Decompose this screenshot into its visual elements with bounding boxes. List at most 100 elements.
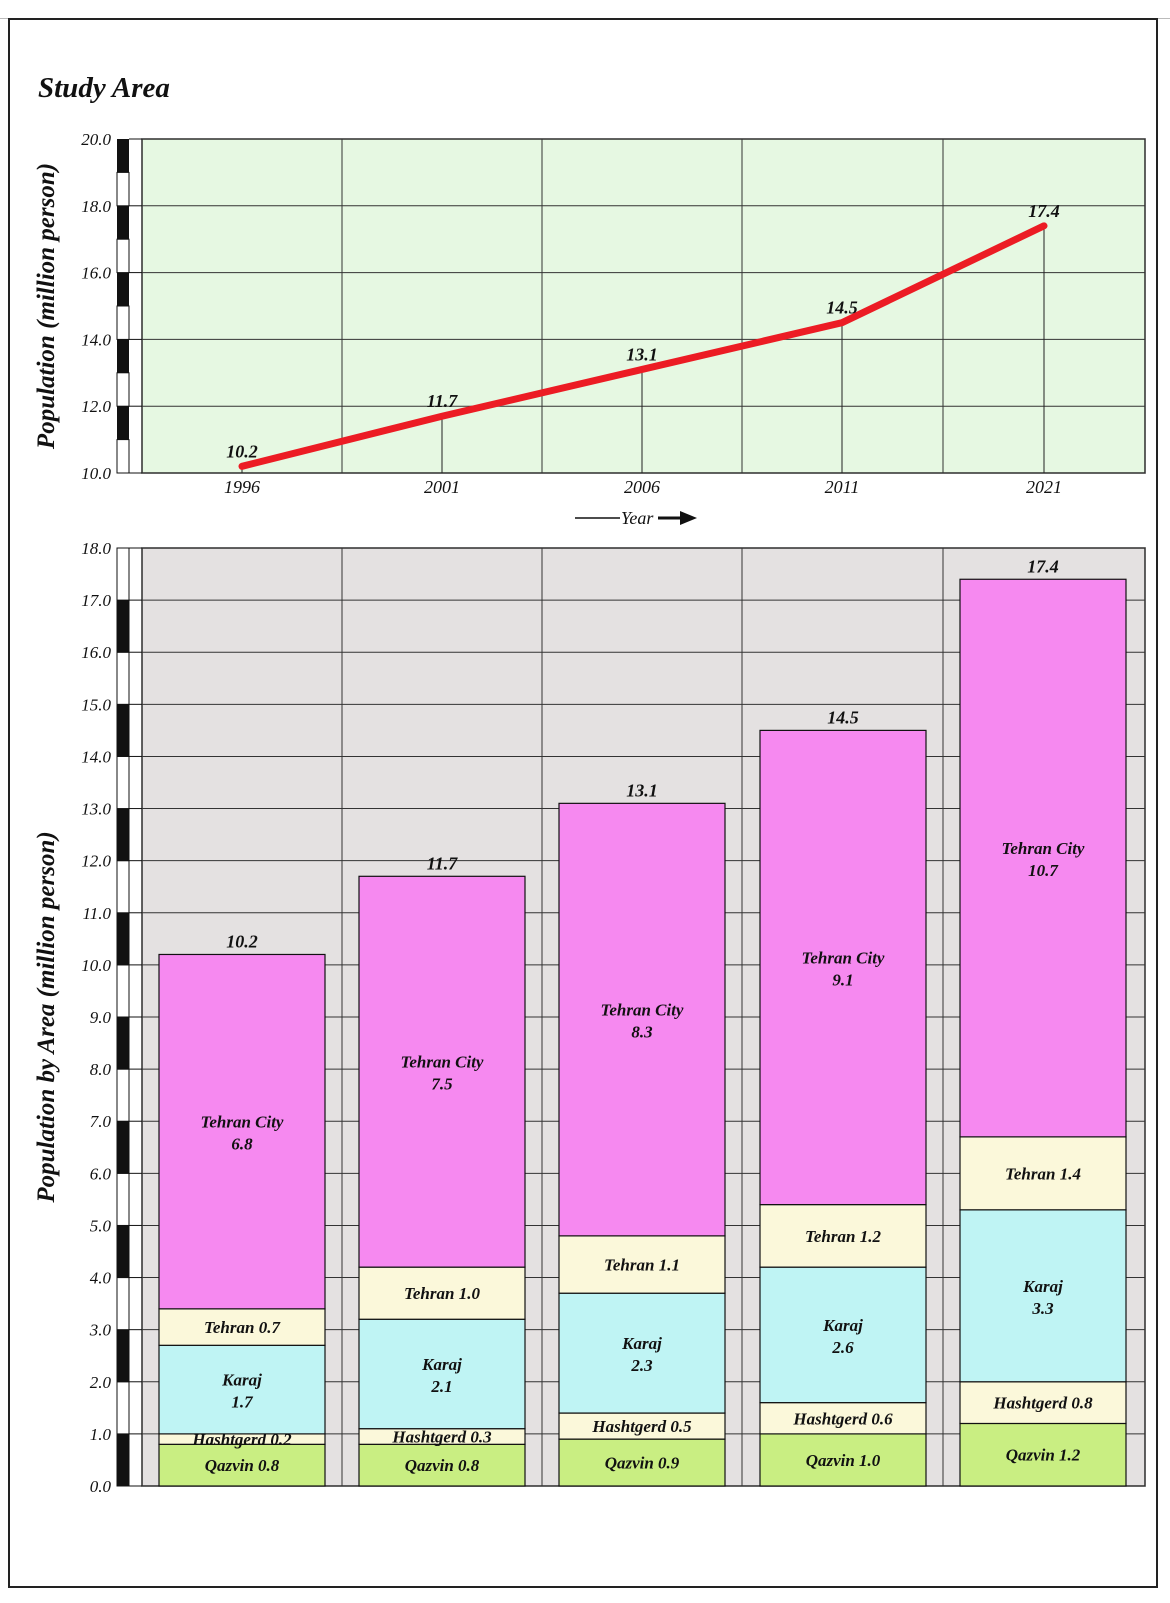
bar-segment-label: Karaj: [221, 1371, 262, 1390]
bar-axis-ruler-segment: [116, 964, 130, 1018]
line-axis-ruler-segment: [117, 139, 129, 173]
bar-y-tick-label: 18.0: [81, 539, 111, 558]
bar-segment-value: 2.6: [831, 1338, 854, 1357]
bar-y-tick-label: 7.0: [90, 1112, 112, 1131]
bar-segment-tehran-city: [158, 953, 326, 1310]
line-x-tick-label: 2001: [424, 477, 460, 497]
line-y-tick-label: 18.0: [81, 197, 111, 216]
bar-y-tick-label: 13.0: [81, 800, 111, 819]
bar-segment-karaj: [759, 1266, 927, 1404]
bar-segment-label: Karaj: [1022, 1277, 1063, 1296]
bar-y-tick-label: 12.0: [81, 852, 111, 871]
bar-y-tick-label: 17.0: [81, 591, 111, 610]
line-axis-ruler-segment: [116, 372, 130, 407]
bar-segment-label: Tehran City: [1002, 839, 1085, 858]
line-y-tick-label: 16.0: [81, 264, 111, 283]
bar-segment-qazvin: [959, 1422, 1127, 1487]
bar-y-tick-label: 0.0: [90, 1477, 112, 1496]
bar-axis-ruler-segment: [116, 1381, 130, 1435]
bar-axis-ruler-segment: [116, 651, 130, 705]
bar-y-tick-label: 14.0: [81, 747, 111, 766]
bar-axis-ruler-segment: [116, 912, 130, 966]
line-y-tick-label: 10.0: [81, 464, 111, 483]
bar-axis-ruler-segment: [116, 703, 130, 757]
bar-axis-ruler-segment: [116, 1016, 130, 1070]
line-axis-ruler-segment: [116, 238, 130, 274]
bar-y-tick-label: 2.0: [90, 1373, 112, 1392]
line-x-tick-label: 2021: [1026, 477, 1062, 497]
bar-axis-ruler-segment: [116, 860, 130, 914]
bar-y-tick-label: 3.0: [89, 1321, 112, 1340]
bar-segment-value: 3.3: [1031, 1299, 1054, 1318]
bar-segment-label: Tehran City: [601, 1001, 684, 1020]
bar-segment-value: 6.8: [231, 1135, 253, 1154]
bar-axis-ruler-segment: [116, 1277, 130, 1331]
bar-y-tick-label: 4.0: [90, 1269, 112, 1288]
bar-segment-qazvin: [759, 1433, 927, 1487]
bar-segment-label: Hashtgerd 0.3: [391, 1427, 492, 1446]
bar-segment-label: Karaj: [421, 1355, 462, 1374]
line-axis-ruler-segment: [117, 272, 129, 306]
line-data-label: 11.7: [427, 391, 459, 411]
line-axis-ruler-segment: [117, 406, 129, 440]
bar-y-tick-label: 16.0: [81, 643, 111, 662]
line-plot-area: [141, 138, 1146, 474]
bar-segment-label: Karaj: [621, 1334, 662, 1353]
bar-segment-label: Hashtgerd 0.5: [591, 1417, 692, 1436]
bar-segment-tehran: [358, 1266, 526, 1320]
bar-segment-label: Karaj: [822, 1316, 863, 1335]
bar-y-tick-label: 11.0: [83, 904, 112, 923]
bar-axis-ruler-segment: [116, 808, 130, 862]
bar-segment-label: Qazvin 0.9: [605, 1454, 680, 1473]
bar-segment-label: Qazvin 1.2: [1006, 1446, 1081, 1465]
bar-axis-ruler-segment: [116, 1433, 130, 1487]
bar-segment-label: Hashtgerd 0.8: [992, 1394, 1093, 1413]
line-axis-ruler-segment: [116, 171, 130, 207]
bar-segment-label: Tehran City: [201, 1113, 284, 1132]
bar-segment-label: Qazvin 1.0: [806, 1451, 881, 1470]
bar-axis-ruler-segment: [116, 1172, 130, 1226]
line-data-label: 10.2: [226, 441, 258, 461]
bar-total-label: 10.2: [226, 931, 258, 951]
line-x-tick-label: 1996: [224, 477, 260, 497]
bar-segment-value: 9.1: [832, 970, 853, 989]
bar-segment-value: 1.7: [231, 1393, 254, 1412]
bar-total-label: 11.7: [427, 853, 459, 873]
bar-y-tick-label: 6.0: [90, 1164, 112, 1183]
bar-segment-label: Hashtgerd 0.2: [191, 1430, 292, 1449]
bar-total-label: 14.5: [827, 707, 859, 727]
bar-y-tick-label: 1.0: [90, 1425, 112, 1444]
bar-segment-label: Hashtgerd 0.6: [792, 1409, 893, 1428]
bar-segment-label: Tehran 1.1: [604, 1256, 680, 1275]
bar-segment-label: Tehran 1.0: [404, 1284, 480, 1303]
line-axis-ruler-segment: [116, 305, 130, 340]
bar-segment-tehran-city: [558, 802, 726, 1237]
bar-segment-label: Tehran City: [401, 1053, 484, 1072]
line-y-axis-title: Population (million person): [33, 163, 60, 450]
line-y-tick-label: 14.0: [81, 330, 111, 349]
bar-segment-tehran: [558, 1235, 726, 1294]
bar-segment-qazvin: [558, 1438, 726, 1487]
bar-axis-ruler-segment: [116, 1224, 130, 1279]
bar-segment-label: Tehran 0.7: [204, 1318, 281, 1337]
bar-segment-karaj: [959, 1209, 1127, 1383]
bar-segment-tehran: [959, 1136, 1127, 1211]
bar-segment-value: 2.1: [430, 1377, 452, 1396]
line-axis-ruler-segment: [117, 205, 129, 240]
bar-y-tick-label: 15.0: [81, 695, 111, 714]
bar-segment-value: 7.5: [431, 1075, 453, 1094]
bar-y-tick-label: 10.0: [81, 956, 111, 975]
bar-segment-value: 8.3: [631, 1023, 653, 1042]
line-data-label: 14.5: [826, 298, 858, 318]
bar-axis-ruler-segment: [116, 1329, 130, 1383]
bar-segment-tehran-city: [959, 578, 1127, 1138]
bar-segment-karaj: [558, 1292, 726, 1414]
bar-axis-ruler-segment: [116, 547, 130, 601]
bar-segment-tehran-city: [759, 729, 927, 1206]
bar-segment-qazvin: [358, 1443, 526, 1487]
line-x-tick-label: 2011: [825, 477, 860, 497]
bar-axis-ruler-segment: [116, 1120, 130, 1174]
bar-segment-karaj: [358, 1318, 526, 1430]
bar-segment-label: Qazvin 0.8: [205, 1456, 280, 1475]
bar-total-label: 13.1: [626, 780, 658, 800]
